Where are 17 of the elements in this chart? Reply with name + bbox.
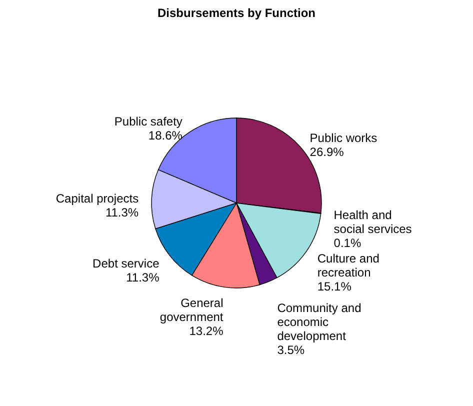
data-label: 3.5% [277, 343, 305, 358]
data-label: 15.1% [317, 279, 352, 294]
chart-title: Disbursements by Function [157, 6, 316, 20]
slice-label: Public safety [114, 114, 182, 128]
data-label: 13.2% [189, 324, 224, 338]
slice-label: General government [160, 296, 224, 324]
slice-label: Culture and recreation [317, 251, 380, 280]
slice-label: Health and social services [334, 208, 412, 236]
data-label: 11.3% [105, 205, 139, 220]
data-label: 11.3% [126, 270, 160, 284]
data-label: 26.9% [310, 144, 344, 159]
data-label: 0.1% [334, 236, 362, 250]
slice-label: Community and economic development [277, 301, 362, 344]
slice-label: Capital projects [56, 191, 139, 206]
data-label: 18.6% [148, 128, 183, 142]
slice-label: Public works [310, 130, 378, 145]
slice-label: Debt service [92, 256, 160, 270]
